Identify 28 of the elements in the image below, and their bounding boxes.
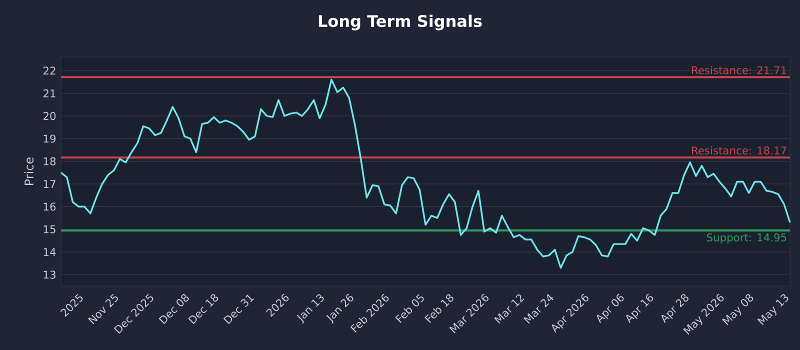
y-tick-label: 21 bbox=[43, 89, 56, 98]
y-tick-label: 17 bbox=[44, 180, 56, 188]
chart-title: Long Term Signals bbox=[318, 14, 482, 30]
x-tick-label: Dec 31 bbox=[223, 294, 254, 324]
x-tick-label: Dec 18 bbox=[188, 294, 218, 324]
x-tick-label: Jan 26 bbox=[326, 294, 354, 324]
y-tick-label: 20 bbox=[43, 112, 56, 120]
x-tick-label: Feb 18 bbox=[424, 294, 454, 324]
y-tick-label: 14 bbox=[44, 248, 56, 256]
ref-line-label: Resistance: 21.71 bbox=[692, 66, 786, 74]
y-tick-label: 22 bbox=[43, 66, 56, 75]
y-tick-label: 18 bbox=[44, 157, 56, 166]
x-tick-label: Apr 28 bbox=[661, 294, 688, 324]
x-tick-label: Nov 25 bbox=[88, 294, 118, 324]
x-tick-label: Mar 12 bbox=[494, 294, 524, 324]
x-tick-label: Feb 05 bbox=[395, 294, 424, 324]
y-axis-title: Price bbox=[24, 157, 34, 185]
y-tick-label: 15 bbox=[44, 225, 56, 234]
x-tick-label: Apr 16 bbox=[626, 294, 654, 324]
ref-line-label: Resistance: 18.17 bbox=[692, 146, 786, 155]
x-tick-label: Jan 13 bbox=[296, 294, 324, 324]
y-tick-label: 13 bbox=[44, 270, 56, 279]
y-tick-label: 16 bbox=[44, 202, 56, 211]
y-tick-label: 19 bbox=[44, 134, 56, 143]
x-tick-label: Apr 06 bbox=[596, 294, 624, 324]
x-tick-label: Mar 24 bbox=[524, 294, 554, 324]
x-tick-label: Dec 08 bbox=[158, 294, 189, 324]
ref-line-label: Support: 14.95 bbox=[706, 233, 786, 244]
